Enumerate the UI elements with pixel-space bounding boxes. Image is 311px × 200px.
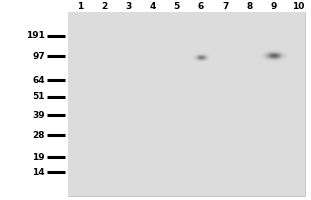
Bar (68, 12, 305, 196)
Text: 39: 39 (32, 111, 45, 120)
Text: 5: 5 (174, 2, 180, 11)
Text: 97: 97 (32, 52, 45, 61)
Text: 19: 19 (32, 153, 45, 162)
Text: 51: 51 (33, 92, 45, 101)
Text: 64: 64 (32, 76, 45, 85)
Text: 10: 10 (292, 2, 304, 11)
Text: 8: 8 (246, 2, 253, 11)
Text: 3: 3 (125, 2, 132, 11)
Text: 191: 191 (26, 31, 45, 40)
Text: 4: 4 (149, 2, 156, 11)
Text: 7: 7 (222, 2, 228, 11)
Text: 14: 14 (32, 168, 45, 177)
Text: 28: 28 (33, 131, 45, 140)
Text: 2: 2 (101, 2, 107, 11)
Text: 9: 9 (271, 2, 277, 11)
Text: 1: 1 (77, 2, 83, 11)
Text: 6: 6 (198, 2, 204, 11)
